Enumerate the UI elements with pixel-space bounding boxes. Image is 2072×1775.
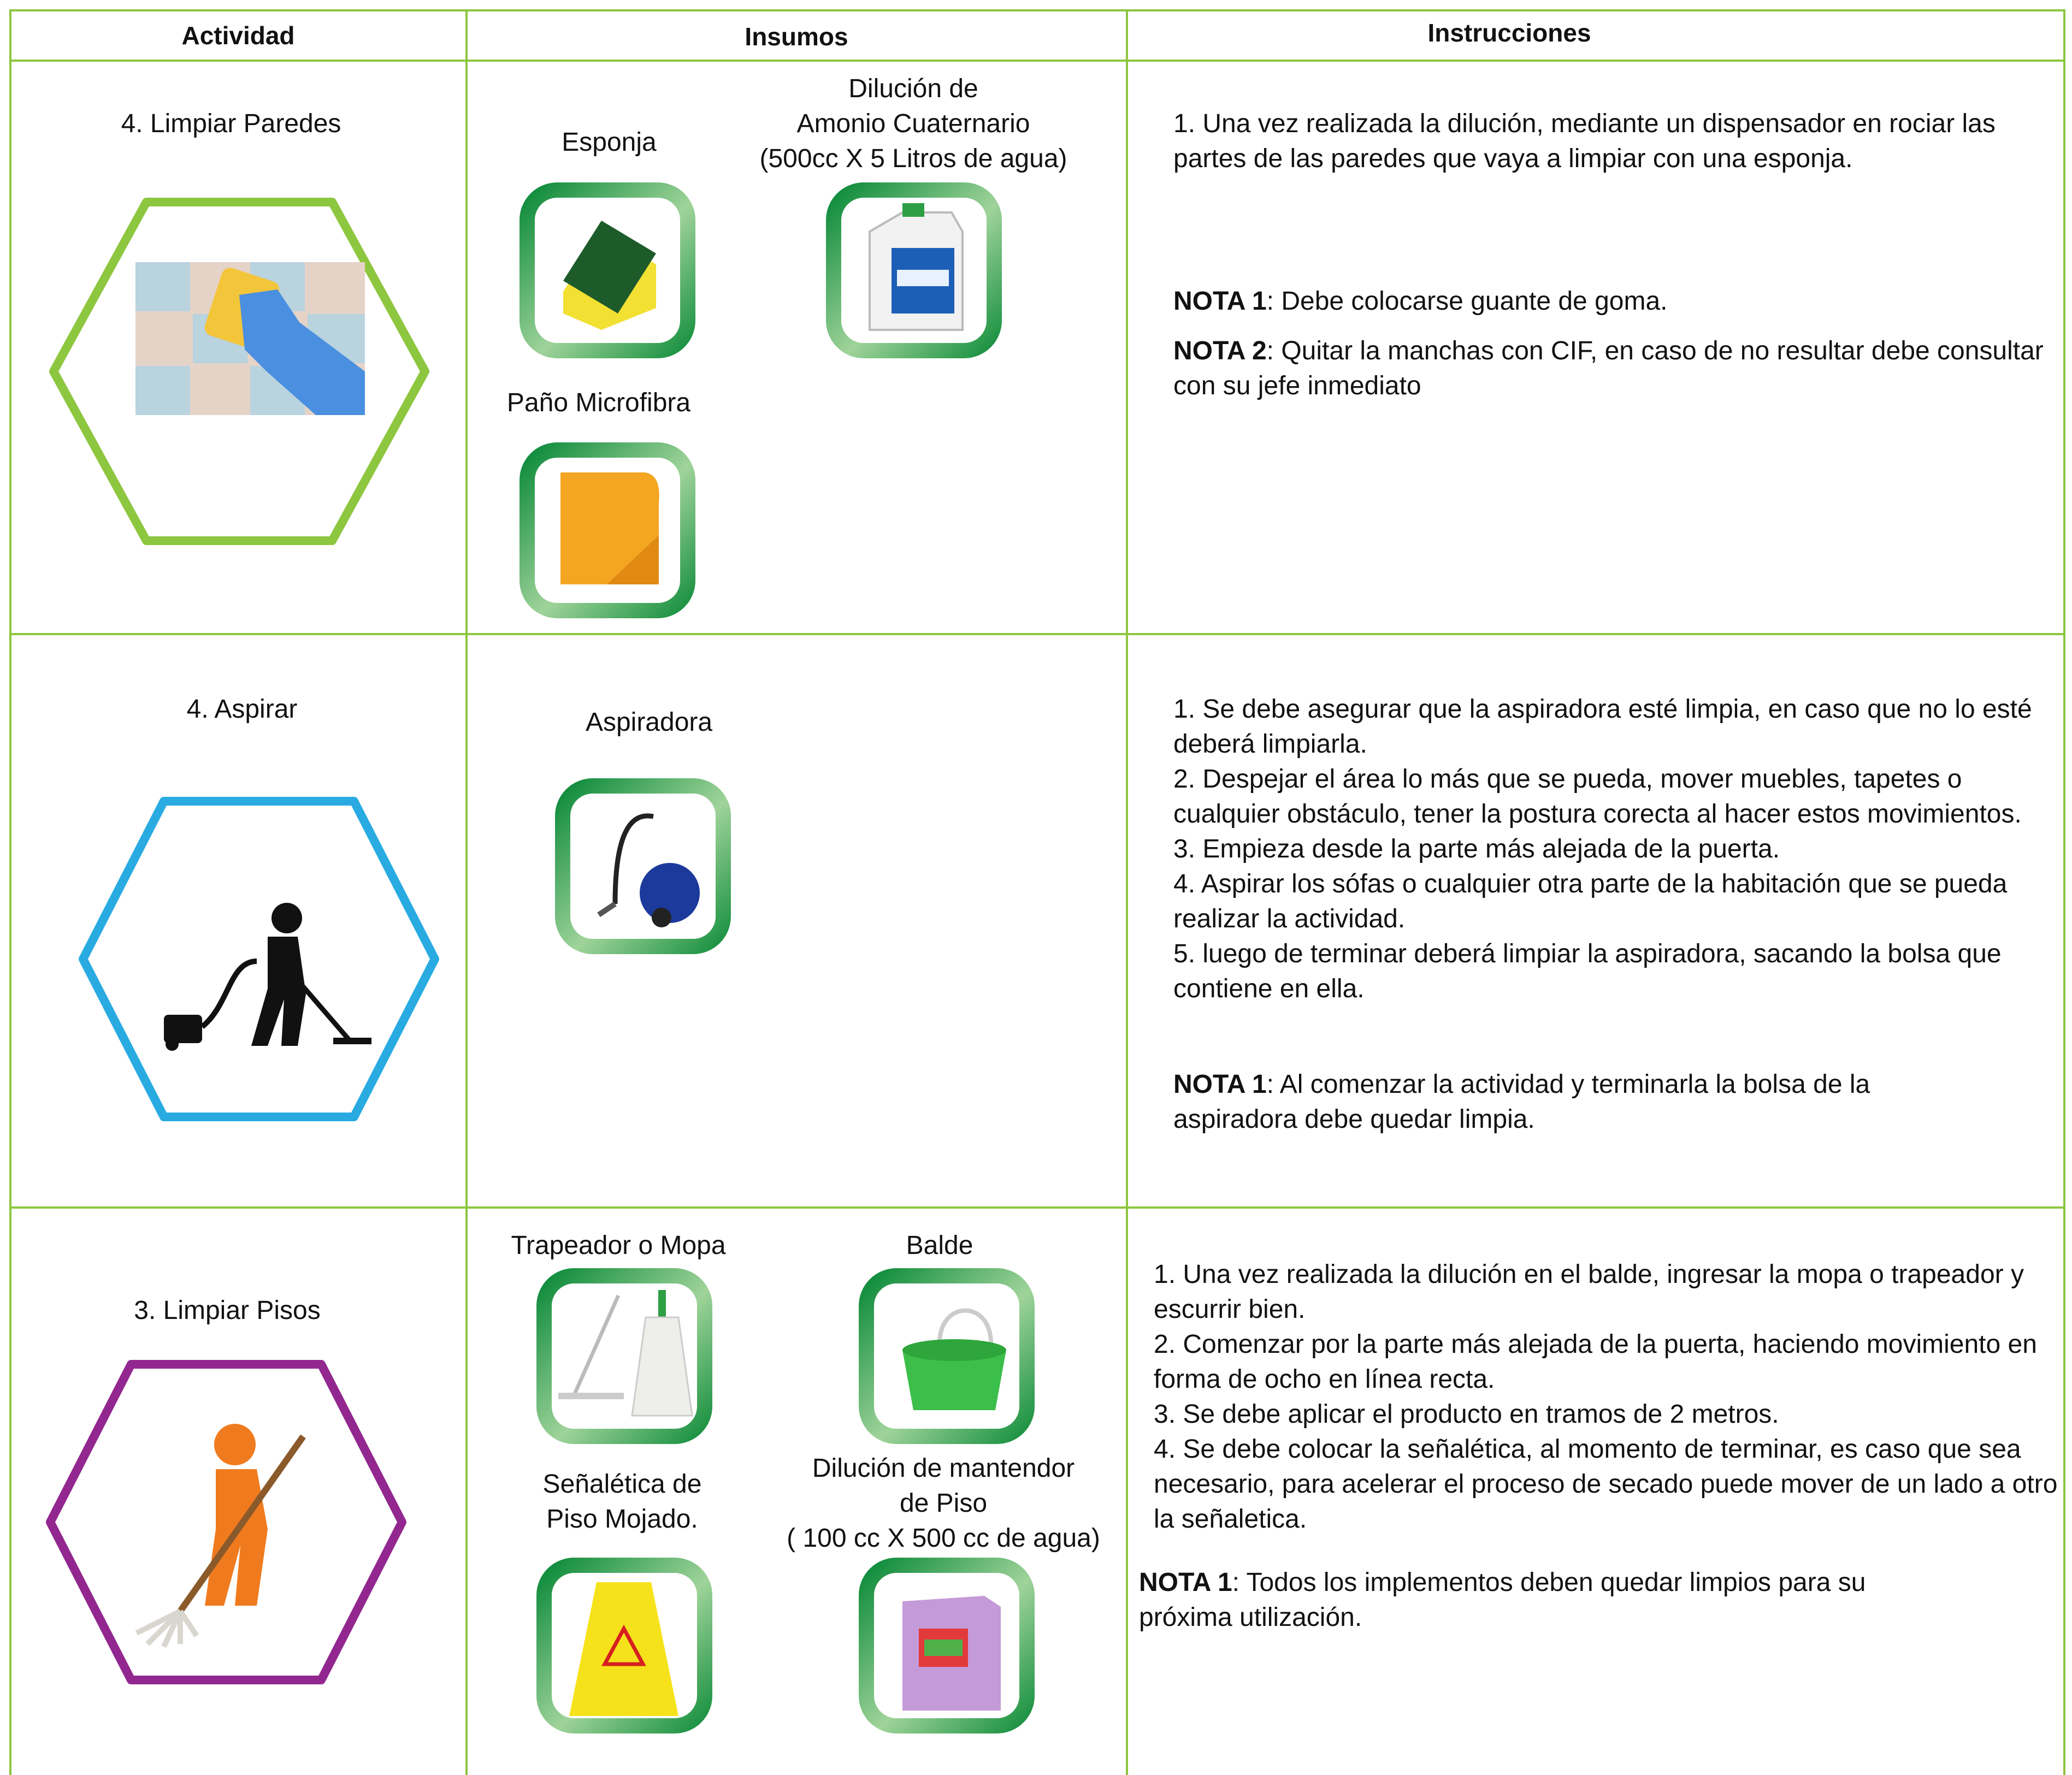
instructions: 1. Una vez realizada la dilución, median…	[1173, 106, 2053, 176]
note: NOTA 1: Todos los implementos deben qued…	[1139, 1565, 1931, 1635]
instruction-step: 1. Una vez realizada la dilución, median…	[1173, 109, 1996, 173]
supply-label: Señalética de Piso Mojado.	[542, 1470, 702, 1534]
supply-icon	[536, 1558, 712, 1733]
supply-label: Paño Microfibra	[506, 388, 691, 417]
note-text: : Debe colocarse guante de goma.	[1266, 287, 1668, 316]
hexagon-icon	[49, 198, 429, 545]
activity: 4. Aspirar	[186, 695, 298, 724]
supply-label: Trapeador o Mopa	[511, 1231, 726, 1260]
supply-label: Esponja	[562, 128, 657, 157]
notes: NOTA 1: Al comenzar la actividad y termi…	[1173, 1067, 1949, 1152]
note-text: : Al comenzar la actividad y terminarla …	[1173, 1070, 1870, 1134]
supply-icon	[859, 1558, 1035, 1733]
hexagon-icon	[46, 1360, 406, 1684]
note: NOTA 2: Quitar la manchas con CIF, en ca…	[1173, 334, 2058, 404]
instruction-step: 5. luego de terminar deberá limpiar la a…	[1173, 939, 2002, 1003]
supply-icon	[520, 442, 695, 618]
note-label: NOTA 1	[1173, 287, 1267, 316]
notes: NOTA 1: Debe colocarse guante de goma. NO…	[1173, 284, 2058, 418]
instruction-step: 4. Aspirar los sófas o cualquier otra pa…	[1173, 869, 2008, 933]
instruction-step: 1. Se debe asegurar que la aspiradora es…	[1173, 695, 2032, 759]
instruction-step: 4. Se debe colocar la señalética, al mom…	[1154, 1435, 2058, 1534]
activity: 4. Limpiar Paredes	[121, 109, 341, 138]
instruction-step: 2. Despejar el área lo más que se pueda,…	[1173, 765, 2022, 829]
note: NOTA 1: Al comenzar la actividad y termi…	[1173, 1067, 1949, 1137]
note-text: : Todos los implementos deben quedar lim…	[1139, 1568, 1866, 1632]
supply-label: Dilución de Amonio Cuaternario (500cc X …	[759, 74, 1067, 173]
supply-label: Aspiradora	[585, 708, 713, 737]
instructions: 1. Una vez realizada la dilución en el b…	[1154, 1257, 2061, 1537]
column-header: Instrucciones	[1427, 19, 1591, 47]
instruction-step: 1. Una vez realizada la dilución en el b…	[1154, 1260, 2024, 1324]
instruction-step: 3. Se debe aplicar el producto en tramos…	[1154, 1400, 1779, 1429]
supply-icon	[555, 778, 731, 954]
note-label: NOTA 2	[1173, 336, 1267, 365]
supply-label: Dilución de mantendor de Piso ( 100 cc X…	[787, 1454, 1100, 1553]
note-label: NOTA 1	[1173, 1070, 1267, 1099]
instruction-step: 2. Comenzar por la parte más alejada de …	[1154, 1330, 2037, 1394]
supply-icon	[826, 182, 1002, 358]
column-header: Insumos	[745, 22, 848, 51]
activity: 3. Limpiar Pisos	[134, 1296, 321, 1325]
note: NOTA 1: Debe colocarse guante de goma.	[1173, 284, 2058, 319]
instruction-step: 3. Empieza desde la parte más alejada de…	[1173, 835, 1780, 863]
supply-icon	[520, 182, 695, 358]
instructions: 1. Se debe asegurar que la aspiradora es…	[1173, 692, 2069, 1007]
note-text: : Quitar la manchas con CIF, en caso de …	[1173, 336, 2044, 400]
hexagon-icon	[79, 797, 439, 1121]
table-grid	[9, 9, 2065, 1775]
notes: NOTA 1: Todos los implementos deben qued…	[1139, 1565, 1931, 1650]
supply-icon	[536, 1268, 712, 1444]
supply-icon	[859, 1268, 1035, 1444]
note-label: NOTA 1	[1139, 1568, 1232, 1597]
column-header: Actividad	[181, 21, 295, 50]
supply-label: Balde	[906, 1231, 973, 1260]
